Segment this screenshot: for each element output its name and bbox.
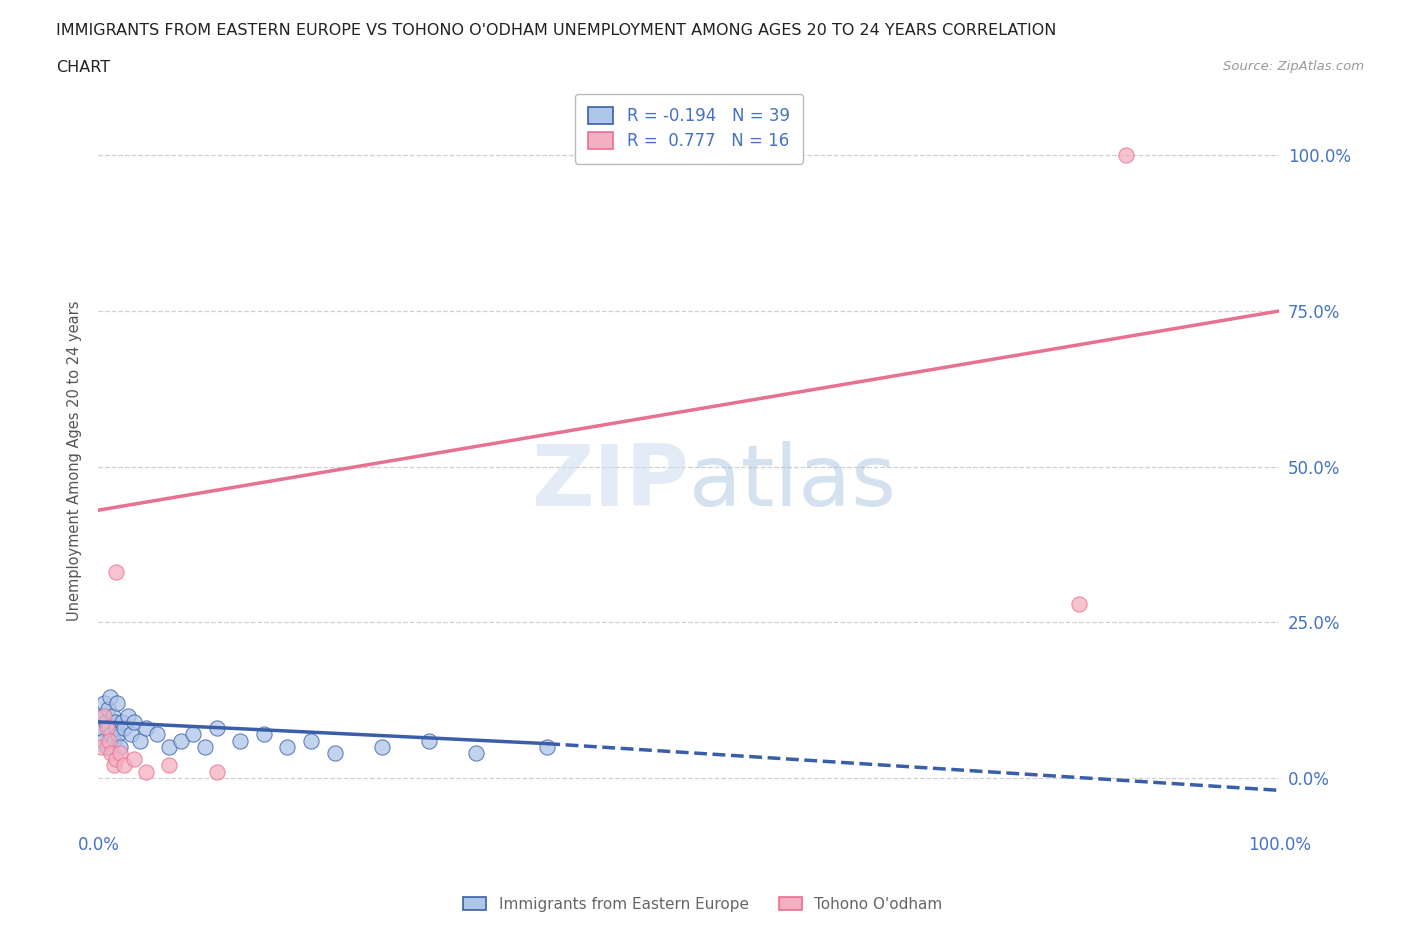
Text: ZIP: ZIP xyxy=(531,441,689,524)
Point xyxy=(94,714,117,729)
Point xyxy=(122,714,145,729)
Point xyxy=(91,733,114,748)
Text: IMMIGRANTS FROM EASTERN EUROPE VS TOHONO O'ODHAM UNEMPLOYMENT AMONG AGES 20 TO 2: IMMIGRANTS FROM EASTERN EUROPE VS TOHONO… xyxy=(56,23,1057,38)
Point xyxy=(104,714,127,729)
Point xyxy=(96,721,118,736)
Point xyxy=(100,727,122,742)
Point xyxy=(170,733,193,748)
Point xyxy=(299,733,322,748)
Point xyxy=(121,727,143,742)
Point xyxy=(135,721,157,736)
Point xyxy=(93,696,115,711)
Point xyxy=(105,565,128,580)
Point xyxy=(107,727,129,742)
Point xyxy=(205,721,228,736)
Point xyxy=(93,708,115,723)
Text: atlas: atlas xyxy=(689,441,897,524)
Point xyxy=(157,758,180,773)
Point xyxy=(90,739,112,754)
Legend: R = -0.194   N = 39, R =  0.777   N = 16: R = -0.194 N = 39, R = 0.777 N = 16 xyxy=(575,94,803,164)
Point xyxy=(105,751,128,766)
Point xyxy=(97,702,120,717)
Point xyxy=(112,721,135,736)
Point xyxy=(135,764,157,779)
Point xyxy=(101,708,124,723)
Point xyxy=(103,733,125,748)
Point xyxy=(117,708,139,723)
Point xyxy=(418,733,440,748)
Point xyxy=(105,721,128,736)
Point xyxy=(229,733,252,748)
Point xyxy=(98,689,121,704)
Point xyxy=(128,733,150,748)
Point xyxy=(108,746,131,761)
Point xyxy=(1067,596,1090,611)
Point xyxy=(103,758,125,773)
Point xyxy=(98,721,121,736)
Y-axis label: Unemployment Among Ages 20 to 24 years: Unemployment Among Ages 20 to 24 years xyxy=(67,300,83,620)
Point xyxy=(253,727,276,742)
Legend: Immigrants from Eastern Europe, Tohono O'odham: Immigrants from Eastern Europe, Tohono O… xyxy=(457,890,949,918)
Point xyxy=(112,758,135,773)
Point xyxy=(536,739,558,754)
Point xyxy=(205,764,228,779)
Point xyxy=(1115,148,1137,163)
Point xyxy=(108,739,131,754)
Text: CHART: CHART xyxy=(56,60,110,75)
Point xyxy=(181,727,204,742)
Point xyxy=(371,739,394,754)
Point xyxy=(91,708,114,723)
Point xyxy=(157,739,180,754)
Point xyxy=(100,746,122,761)
Text: Source: ZipAtlas.com: Source: ZipAtlas.com xyxy=(1223,60,1364,73)
Point xyxy=(276,739,298,754)
Point xyxy=(194,739,217,754)
Point xyxy=(111,714,134,729)
Point xyxy=(465,746,488,761)
Point xyxy=(122,751,145,766)
Point xyxy=(98,733,121,748)
Point xyxy=(146,727,169,742)
Point xyxy=(96,739,118,754)
Point xyxy=(90,721,112,736)
Point xyxy=(323,746,346,761)
Point xyxy=(105,696,128,711)
